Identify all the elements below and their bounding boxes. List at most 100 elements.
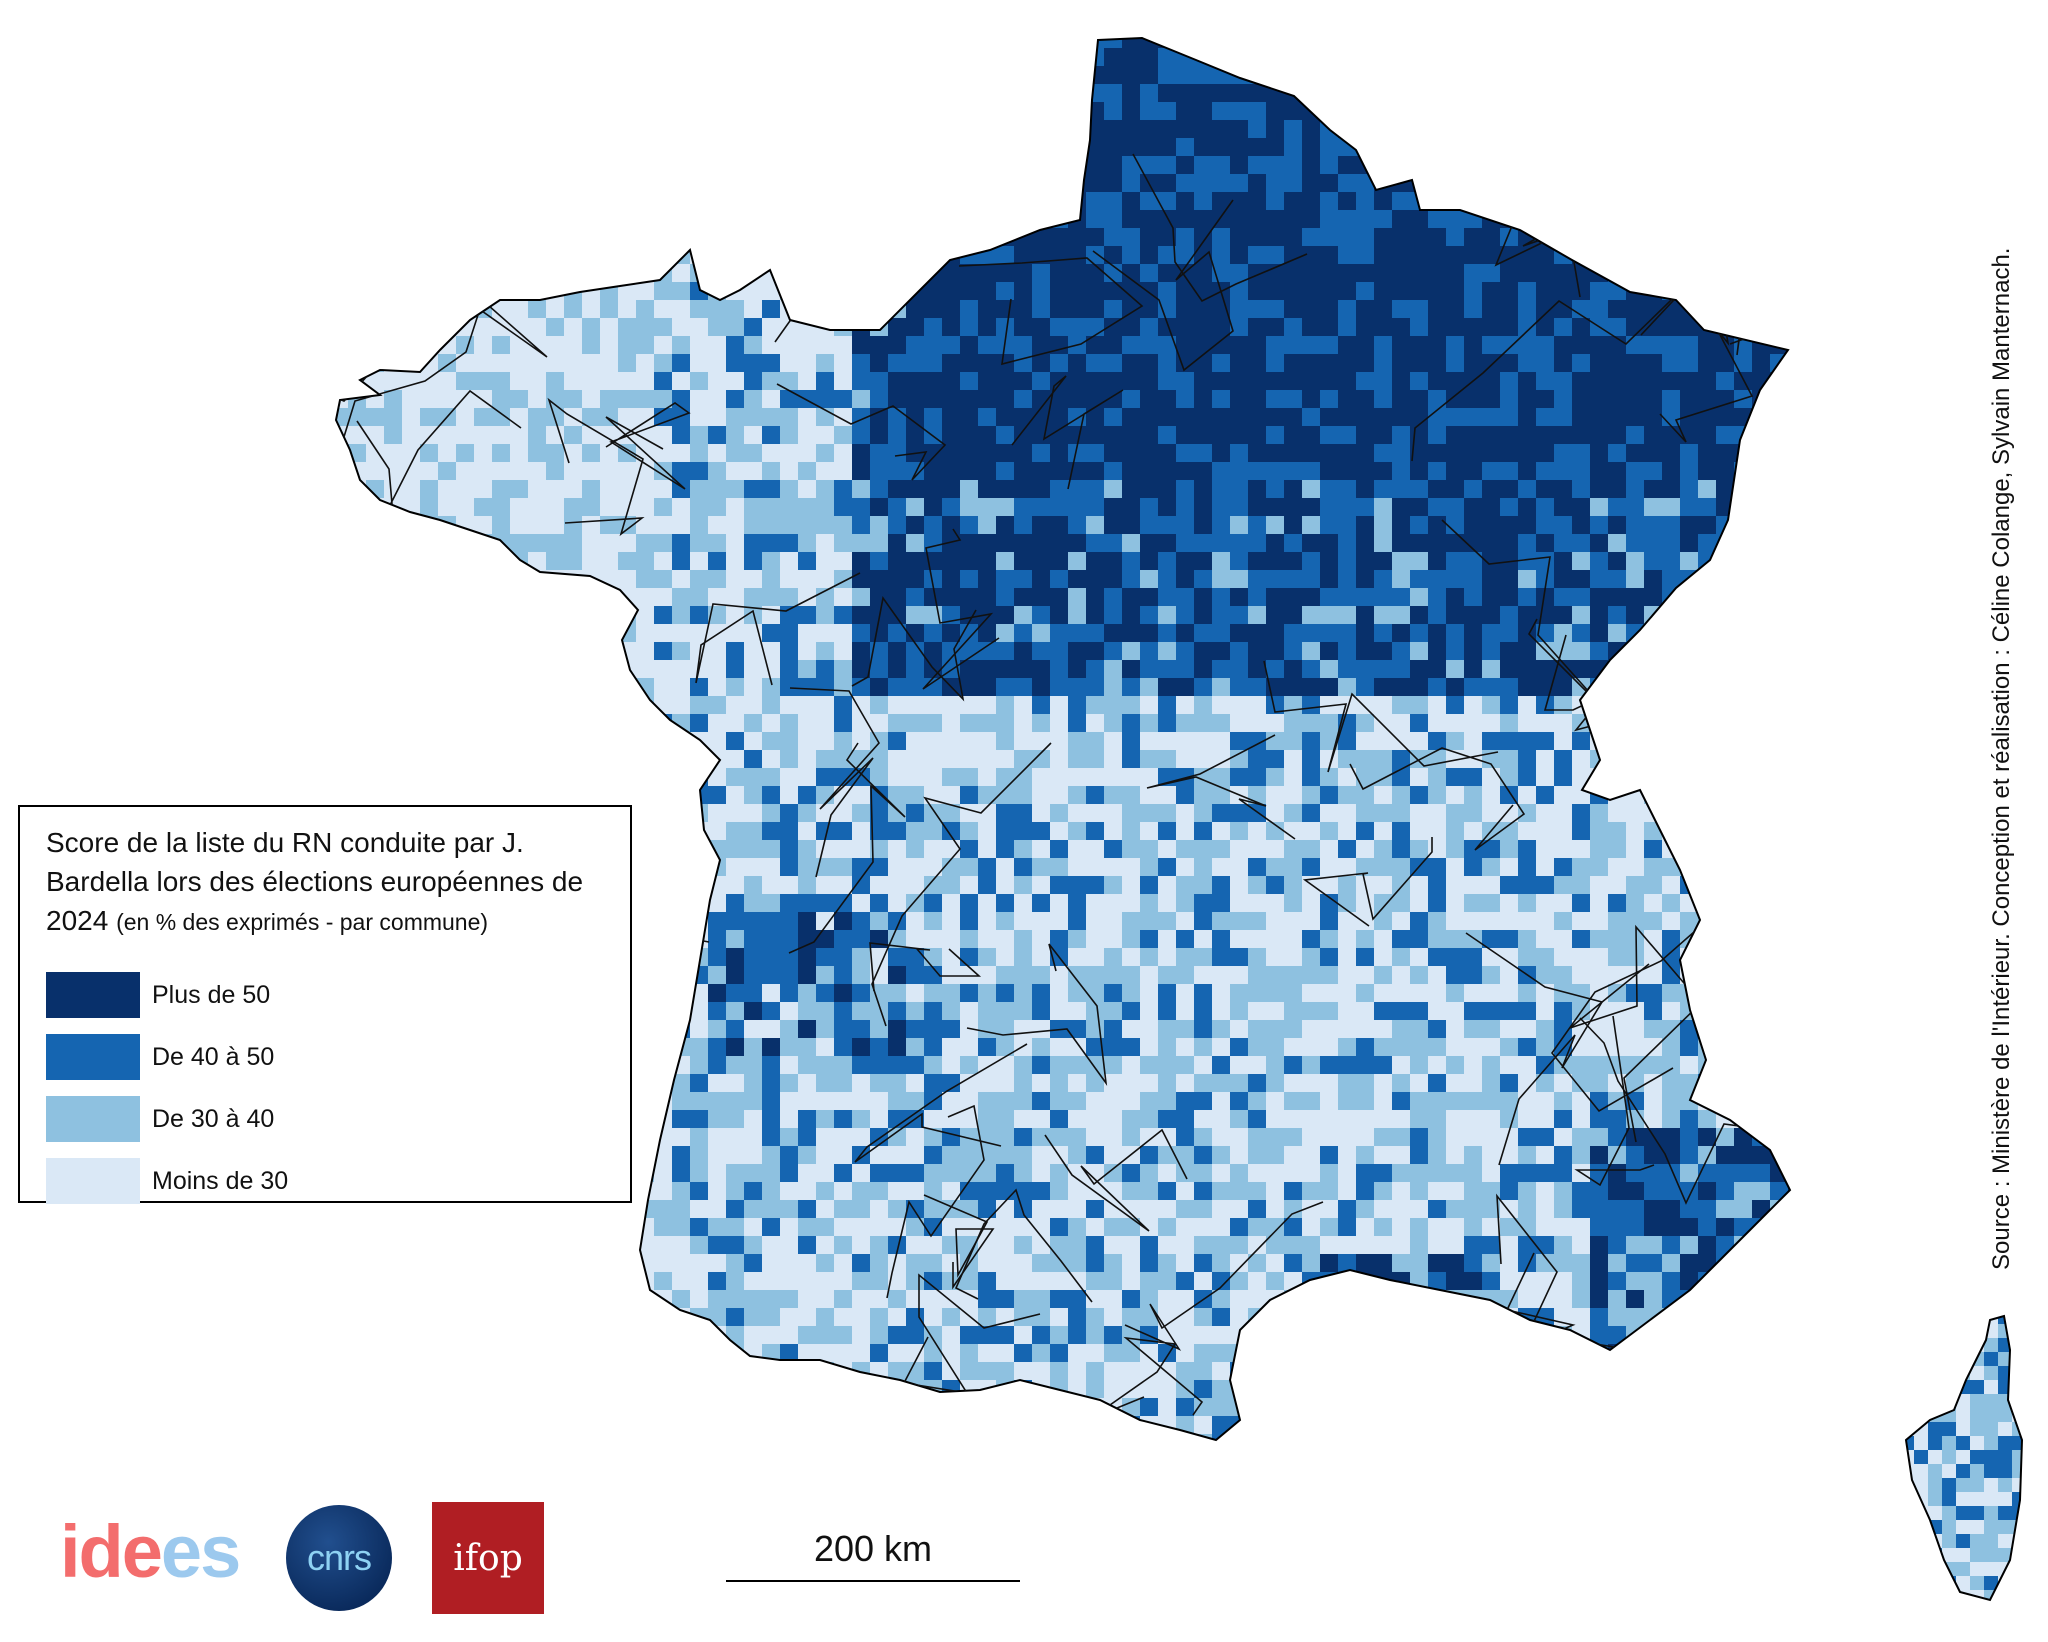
commune-cell xyxy=(348,318,367,337)
commune-cell xyxy=(960,38,979,49)
commune-cell xyxy=(1284,840,1303,859)
commune-cell xyxy=(1752,624,1771,643)
commune-cell xyxy=(708,1038,727,1057)
commune-cell xyxy=(1572,84,1591,103)
commune-cell xyxy=(1518,174,1537,193)
commune-cell xyxy=(654,192,673,211)
commune-cell xyxy=(1536,390,1555,409)
commune-cell xyxy=(906,714,925,733)
commune-cell xyxy=(1104,444,1123,463)
commune-cell xyxy=(546,462,565,481)
commune-cell xyxy=(762,462,781,481)
commune-cell xyxy=(1374,984,1393,1003)
commune-cell xyxy=(348,732,367,751)
commune-cell xyxy=(924,138,943,157)
commune-cell xyxy=(798,444,817,463)
commune-cell xyxy=(690,552,709,571)
commune-cell xyxy=(636,750,655,769)
commune-cell xyxy=(474,642,493,661)
commune-cell xyxy=(456,408,475,427)
commune-cell xyxy=(1608,390,1627,409)
commune-cell xyxy=(1644,38,1663,49)
commune-cell xyxy=(528,750,547,769)
commune-cell xyxy=(1212,1074,1231,1093)
commune-cell xyxy=(1194,282,1213,301)
commune-cell xyxy=(672,984,691,1003)
commune-cell xyxy=(456,444,475,463)
commune-cell xyxy=(852,1056,871,1075)
commune-cell xyxy=(1770,1056,1789,1075)
commune-cell xyxy=(888,516,907,535)
commune-cell xyxy=(1302,390,1321,409)
commune-cell xyxy=(942,246,961,265)
commune-cell xyxy=(1446,282,1465,301)
commune-cell xyxy=(1374,552,1393,571)
commune-cell xyxy=(348,174,367,193)
commune-cell xyxy=(726,1002,745,1021)
commune-cell xyxy=(1212,984,1231,1003)
commune-cell xyxy=(1698,678,1717,697)
commune-cell xyxy=(654,336,673,355)
commune-cell xyxy=(1572,822,1591,841)
commune-cell xyxy=(834,210,853,229)
commune-cell xyxy=(1554,552,1573,571)
commune-cell xyxy=(1176,444,1195,463)
commune-cell xyxy=(1104,786,1123,805)
commune-cell xyxy=(1716,174,1735,193)
commune-cell xyxy=(672,840,691,859)
commune-cell xyxy=(852,480,871,499)
commune-cell xyxy=(1518,714,1537,733)
commune-cell xyxy=(1572,552,1591,571)
commune-cell xyxy=(834,678,853,697)
commune-cell xyxy=(456,228,475,247)
commune-cell xyxy=(1014,498,1033,517)
commune-cell xyxy=(1320,264,1339,283)
commune-cell xyxy=(1500,444,1519,463)
commune-cell xyxy=(744,696,763,715)
commune-cell xyxy=(1194,624,1213,643)
commune-cell xyxy=(1482,840,1501,859)
commune-cell xyxy=(1500,462,1519,481)
commune-cell xyxy=(492,426,511,445)
commune-cell xyxy=(1446,552,1465,571)
commune-cell xyxy=(798,822,817,841)
commune-cell xyxy=(582,336,601,355)
commune-cell xyxy=(1320,1038,1339,1057)
commune-cell xyxy=(996,804,1015,823)
commune-cell xyxy=(1680,534,1699,553)
commune-cell xyxy=(1176,408,1195,427)
commune-cell xyxy=(996,498,1015,517)
commune-cell xyxy=(1320,804,1339,823)
commune-cell xyxy=(1590,210,1609,229)
commune-cell xyxy=(1068,1074,1087,1093)
commune-cell xyxy=(726,1038,745,1057)
commune-cell xyxy=(1536,570,1555,589)
commune-cell xyxy=(726,1092,745,1111)
commune-cell xyxy=(906,390,925,409)
commune-cell xyxy=(510,102,529,121)
commune-cell xyxy=(816,642,835,661)
commune-cell xyxy=(1194,444,1213,463)
commune-cell xyxy=(474,192,493,211)
commune-cell xyxy=(1230,318,1249,337)
commune-cell xyxy=(1248,372,1267,391)
commune-cell xyxy=(978,210,997,229)
commune-cell xyxy=(1428,516,1447,535)
commune-cell xyxy=(1122,552,1141,571)
commune-cell xyxy=(1302,858,1321,877)
commune-cell xyxy=(906,588,925,607)
commune-cell xyxy=(654,804,673,823)
commune-cell xyxy=(690,840,709,859)
commune-cell xyxy=(1752,390,1771,409)
commune-cell xyxy=(1608,930,1627,949)
commune-cell xyxy=(510,606,529,625)
commune-cell xyxy=(888,48,907,67)
commune-cell xyxy=(600,192,619,211)
commune-cell xyxy=(1320,876,1339,895)
commune-cell xyxy=(1536,588,1555,607)
commune-cell xyxy=(726,768,745,787)
commune-cell xyxy=(942,66,961,85)
commune-cell xyxy=(1284,426,1303,445)
commune-cell xyxy=(960,1074,979,1093)
commune-cell xyxy=(420,48,439,67)
